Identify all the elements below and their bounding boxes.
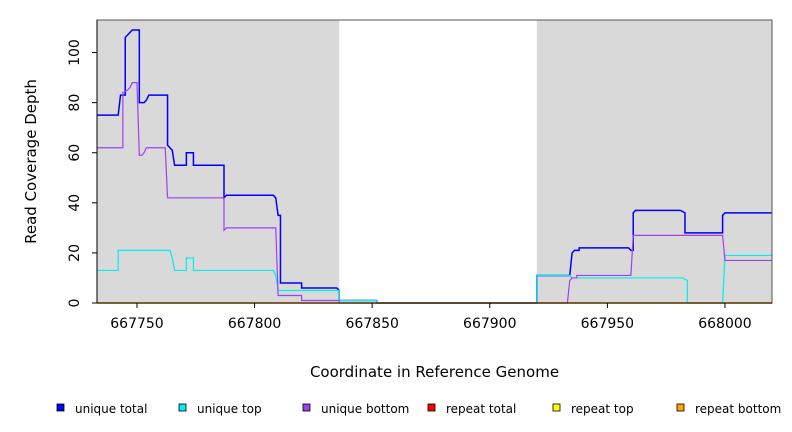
legend-label-repeat-top: repeat top: [571, 402, 634, 416]
legend-label-repeat-bottom: repeat bottom: [695, 402, 781, 416]
legend: unique total unique top unique bottom repea…: [56, 402, 781, 416]
series-line-unique-total: [97, 29, 772, 304]
y-tick-label: 20: [67, 244, 83, 262]
x-axis-title: Coordinate in Reference Genome: [310, 363, 559, 381]
shaded-regions: [97, 20, 772, 303]
legend-swatch-repeat-total: [427, 403, 436, 412]
x-tick-label: 668000: [698, 316, 751, 332]
legend-label-unique-bottom: unique bottom: [321, 402, 409, 416]
y-tick-label: 80: [67, 94, 83, 112]
axes: 667750 667800 667850 667900 667950 668000 0 20 4…: [67, 20, 772, 332]
legend-swatch-repeat-top: [552, 403, 561, 412]
y-axis-title: Read Coverage Depth: [22, 79, 40, 244]
y-tick-label: 40: [67, 194, 83, 212]
legend-label-unique-top: unique top: [197, 402, 262, 416]
legend-swatch-unique-top: [178, 403, 187, 412]
x-tick-label: 667950: [581, 316, 634, 332]
x-tick-label: 667750: [110, 316, 163, 332]
y-tick-label: 0: [67, 299, 83, 308]
x-tick-label: 667850: [345, 316, 398, 332]
legend-swatch-repeat-bottom: [676, 403, 685, 412]
legend-swatch-unique-total: [56, 403, 65, 412]
legend-label-unique-total: unique total: [75, 402, 147, 416]
x-tick-label: 667900: [463, 316, 516, 332]
shaded-region-0: [97, 20, 340, 303]
x-tick-label: 667800: [228, 316, 281, 332]
legend-label-repeat-total: repeat total: [446, 402, 516, 416]
series-line-unique-top: [97, 249, 772, 304]
legend-swatch-unique-bottom: [302, 403, 311, 412]
y-tick-label: 100: [67, 39, 83, 66]
y-tick-label: 60: [67, 144, 83, 162]
series-line-unique-bottom: [97, 82, 772, 304]
